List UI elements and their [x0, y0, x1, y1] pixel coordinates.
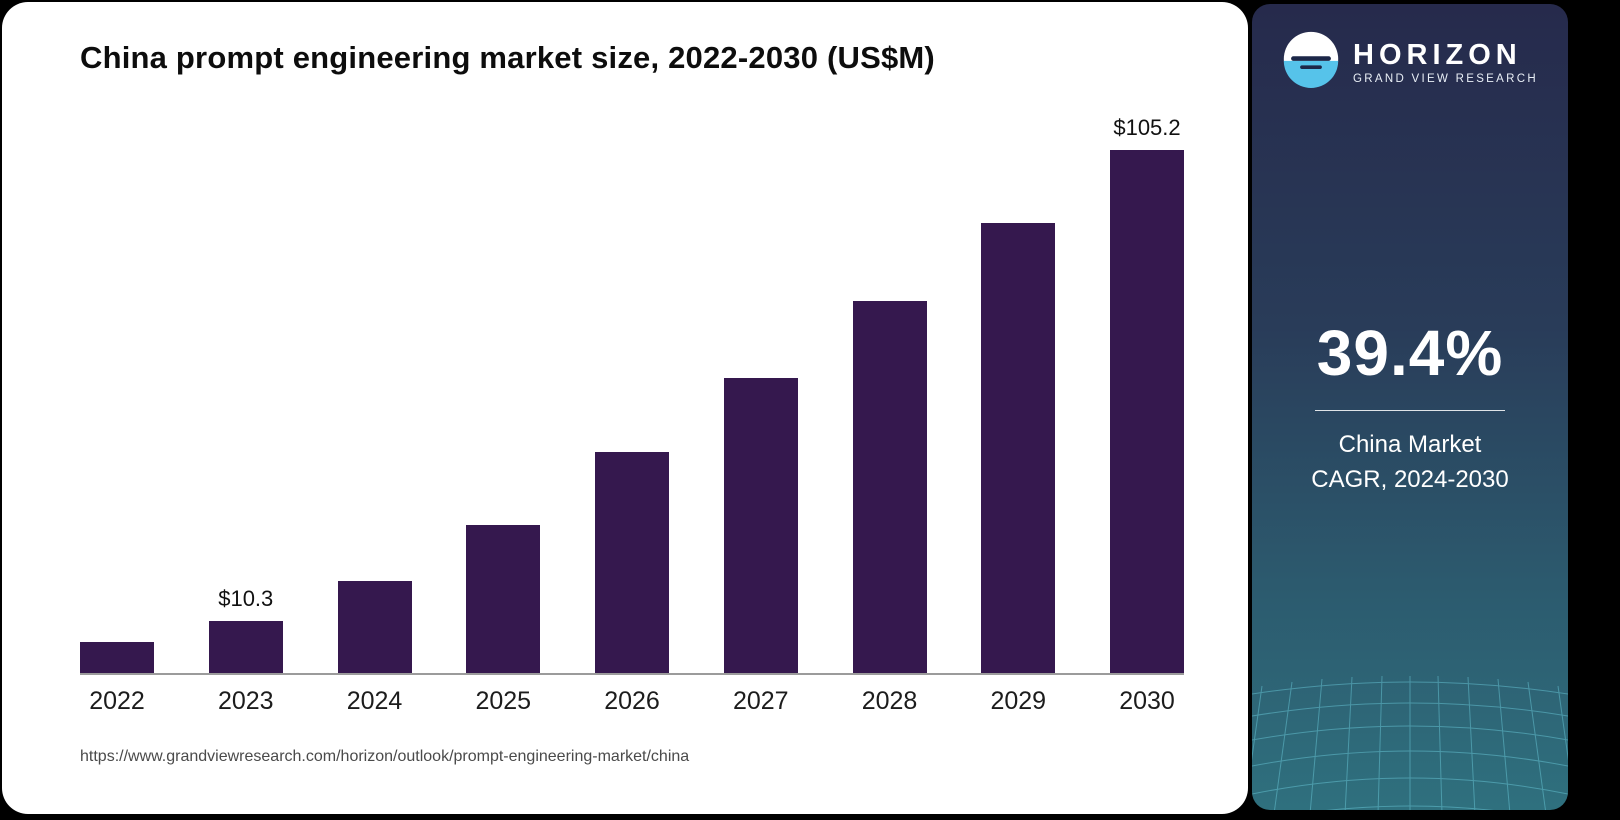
- bar-2022: [80, 642, 154, 673]
- x-axis-label-2030: 2030: [1119, 687, 1175, 715]
- bar-2030: [1110, 150, 1184, 673]
- bar-2023: [208, 621, 283, 673]
- x-axis-label-2029: 2029: [990, 687, 1047, 715]
- cagr-value: 39.4%: [1316, 317, 1504, 389]
- bar-2029: [981, 223, 1056, 673]
- bar-2025: [466, 525, 541, 673]
- bar-2028: [852, 301, 927, 673]
- bar-column-2027: 2027: [723, 115, 798, 715]
- x-axis-label-2028: 2028: [861, 687, 918, 715]
- brand-subtitle: GRAND VIEW RESEARCH: [1353, 72, 1538, 85]
- bar-column-2022: 2022: [80, 115, 154, 715]
- horizon-logo-icon: [1282, 30, 1340, 93]
- brand-name: HORIZON: [1353, 38, 1522, 71]
- chart-title: China prompt engineering market size, 20…: [80, 40, 935, 75]
- brand-text: HORIZON GRAND VIEW RESEARCH: [1353, 39, 1538, 85]
- bar-value-label-2023: $10.3: [218, 586, 274, 611]
- cagr-label-line2: CAGR, 2024-2030: [1311, 466, 1509, 493]
- bar-column-2026: 2026: [595, 115, 669, 715]
- x-axis-label-2024: 2024: [346, 687, 403, 715]
- bar-2024: [337, 581, 412, 673]
- bar-column-2024: 2024: [337, 115, 412, 715]
- bar-column-2029: 2029: [981, 115, 1056, 715]
- bar-column-2023: $10.3 2023: [208, 115, 283, 715]
- stat-divider: [1315, 410, 1505, 411]
- bar-2026: [595, 452, 669, 673]
- x-axis-label-2022: 2022: [89, 687, 145, 715]
- bar-column-2030: $105.2 2030: [1110, 115, 1184, 715]
- bar-value-label-2030: $105.2: [1113, 115, 1181, 140]
- chart-card: China prompt engineering market size, 20…: [2, 2, 1248, 814]
- brand-lockup: HORIZON GRAND VIEW RESEARCH: [1252, 30, 1568, 93]
- bar-column-2028: 2028: [852, 115, 927, 715]
- bar-2027: [723, 378, 798, 673]
- x-axis-label-2023: 2023: [217, 687, 274, 715]
- brand-panel: HORIZON GRAND VIEW RESEARCH 39.4% China …: [1252, 4, 1568, 810]
- x-axis-label-2027: 2027: [732, 687, 789, 715]
- cagr-label: China Market CAGR, 2024-2030: [1252, 427, 1568, 497]
- cagr-label-line1: China Market: [1338, 431, 1482, 458]
- bar-chart-plot: 2022 $10.3 2023 2024 2025 2026 2027 2028 2029 $10…: [80, 115, 1184, 715]
- x-axis-label-2026: 2026: [604, 687, 660, 715]
- wireframe-mesh-decoration: [1252, 675, 1568, 810]
- source-url: https://www.grandviewresearch.com/horizo…: [80, 748, 690, 765]
- cagr-stat: 39.4% China Market CAGR, 2024-2030: [1252, 316, 1568, 497]
- bar-column-2025: 2025: [466, 115, 541, 715]
- x-axis-label-2025: 2025: [475, 687, 532, 715]
